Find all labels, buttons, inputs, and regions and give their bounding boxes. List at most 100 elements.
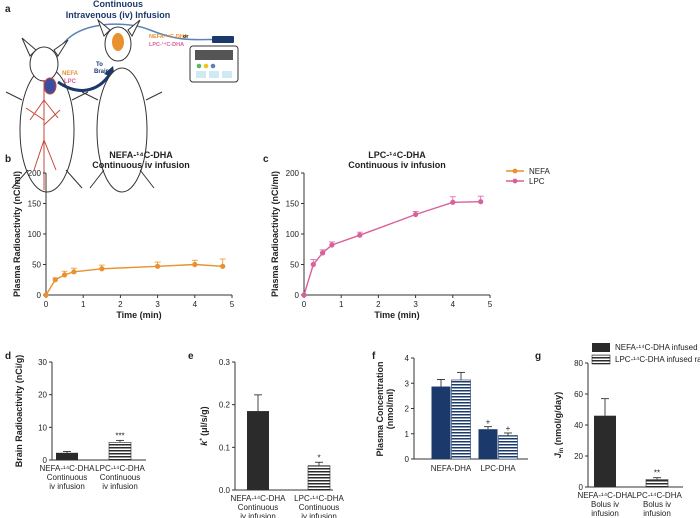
panel-d-category-label: Continuous bbox=[100, 473, 140, 482]
panel-c-x-tick-label: 2 bbox=[376, 300, 381, 309]
panel-c-x-tick-label: 4 bbox=[451, 300, 456, 309]
panel-c-x-tick-label: 3 bbox=[413, 300, 418, 309]
panel-b-y-tick-label: 0 bbox=[37, 291, 42, 300]
panel-c-line-chart: c LPC-¹⁴C-DHA Continuous iv infusion 050… bbox=[263, 150, 551, 320]
panel-f-y-label-line2: (nmol/ml) bbox=[385, 389, 395, 430]
panel-g-bar-chart: g 0 20 40 60 80 Jin (nmol/g/day) ** NEFA-¹⁴C… bbox=[535, 343, 700, 518]
panel-c-x-tick-label: 1 bbox=[339, 300, 344, 309]
panel-e-y-label-sup: * bbox=[200, 438, 206, 441]
panel-b-y-tick-label: 50 bbox=[32, 261, 41, 270]
panel-b-x-tick-label: 3 bbox=[155, 300, 160, 309]
left-rat-illustration bbox=[5, 37, 89, 193]
legend-marker-lpc bbox=[512, 178, 518, 184]
panel-e-y-tick-label: 0.1 bbox=[219, 443, 231, 452]
panel-b-x-tick-label: 0 bbox=[44, 300, 49, 309]
panel-c-title-line1: LPC-¹⁴C-DHA bbox=[368, 150, 426, 160]
panel-d-y-tick-label: 10 bbox=[38, 423, 47, 432]
panel-d-category-label: iv infusion bbox=[49, 482, 85, 491]
panel-g-y-label: Jin (nmol/g/day) bbox=[553, 392, 565, 458]
infusion-pump-illustration bbox=[189, 36, 239, 83]
panel-b-x-tick-label: 5 bbox=[230, 300, 235, 309]
panel-c-legend: NEFA LPC bbox=[506, 167, 551, 186]
panel-c-y-label: Plasma Radioactivity (nCi/ml) bbox=[270, 171, 280, 297]
panel-g-y-label-rest: (nmol/g/day) bbox=[553, 392, 563, 448]
panel-c-x-tick-label: 5 bbox=[488, 300, 493, 309]
panel-b-x-tick-label: 4 bbox=[193, 300, 198, 309]
panel-c-data-point bbox=[478, 199, 484, 205]
panel-d-category-label: Continuous bbox=[47, 473, 87, 482]
legend-marker-nefa bbox=[512, 168, 518, 174]
right-rat-illustration bbox=[81, 18, 163, 193]
panel-e-bar bbox=[307, 465, 331, 491]
panel-e-y-tick-label: 0.2 bbox=[219, 401, 231, 410]
panel-b-data-point bbox=[99, 266, 105, 272]
panel-c-title-line2: Continuous iv infusion bbox=[348, 160, 446, 170]
panel-f-bar bbox=[498, 435, 518, 460]
schematic-label-nefa-tracer: NEFA-¹⁴C-DHA bbox=[149, 33, 188, 40]
panel-g-significance-marker: ** bbox=[654, 469, 660, 478]
schematic-label-to: To bbox=[96, 62, 103, 68]
panel-e-category-label: Continuous bbox=[238, 503, 278, 512]
panel-b-y-tick-label: 150 bbox=[28, 200, 42, 209]
panel-d-significance-marker: *** bbox=[115, 431, 124, 440]
panel-d-y-tick-label: 30 bbox=[38, 358, 47, 367]
schematic-title-line1: Continuous bbox=[93, 0, 143, 9]
panel-b-data-point bbox=[52, 277, 58, 283]
panel-f-bar bbox=[478, 429, 498, 459]
panel-f-y-tick-label: 2 bbox=[405, 405, 410, 414]
panel-e-significance-marker: * bbox=[317, 453, 320, 462]
panel-c-data-point bbox=[357, 232, 363, 238]
brain-icon bbox=[112, 33, 124, 51]
panel-g-y-tick-label: 40 bbox=[574, 421, 583, 430]
panel-b-data-point bbox=[71, 269, 77, 275]
legend-swatch-lpc-infused bbox=[591, 354, 611, 365]
legend-label-lpc-infused: LPC-¹⁴C-DHA infused rats bbox=[615, 355, 700, 364]
panel-c-data-point bbox=[310, 261, 316, 268]
panel-b-x-tick-label: 2 bbox=[118, 300, 123, 309]
panel-d-bar bbox=[108, 442, 132, 461]
panel-b-data-point bbox=[192, 261, 198, 268]
legend-label-lpc: LPC bbox=[529, 177, 545, 186]
schematic-label-brain: Brain bbox=[94, 69, 110, 75]
bar-legend: NEFA-¹⁴C-DHA infused rats LPC-¹⁴C-DHA in… bbox=[591, 343, 700, 365]
panel-e-bar-chart: e 0.00.10.20.3 k* (μl/s/g) * NEFA-¹⁴C-DH… bbox=[188, 351, 344, 518]
panel-d-y-label: Brain Radioactivity (nCi/g) bbox=[14, 355, 24, 468]
panel-e-y-label-main: k bbox=[199, 440, 209, 446]
panel-b-x-tick-label: 1 bbox=[81, 300, 86, 309]
panel-letter-a: a bbox=[5, 4, 11, 15]
panel-b-data-point bbox=[220, 263, 226, 269]
panel-e-category-label: Continuous bbox=[299, 503, 339, 512]
panel-c-data-point bbox=[450, 199, 456, 205]
legend-swatch-nefa-infused bbox=[592, 343, 610, 352]
panel-e-category-label: iv infusion bbox=[240, 512, 276, 518]
schematic-label-lpc: LPC bbox=[64, 79, 77, 85]
panel-c-y-tick-label: 0 bbox=[295, 291, 300, 300]
panel-c-data-point bbox=[329, 242, 335, 248]
panel-f-significance-marker: + bbox=[486, 418, 491, 427]
panel-f-y-tick-label: 3 bbox=[405, 379, 410, 388]
panel-f-y-tick-label: 4 bbox=[405, 354, 410, 363]
panel-c-series-line bbox=[303, 200, 481, 296]
panel-c-x-label: Time (min) bbox=[374, 310, 419, 320]
panel-e-y-tick-label: 0.3 bbox=[219, 358, 231, 367]
panel-e-category-label: LPC-¹⁴C-DHA bbox=[294, 494, 344, 503]
panel-f-bar bbox=[431, 386, 451, 459]
panel-g-y-tick-label: 60 bbox=[574, 390, 583, 399]
panel-c-data-point bbox=[301, 292, 307, 298]
panel-d-category-label: NEFA-¹⁴C-DHA bbox=[40, 464, 96, 473]
schematic-title-line2: Intravenous (iv) Infusion bbox=[66, 10, 171, 20]
panel-letter-b: b bbox=[5, 154, 11, 165]
panel-e-bar bbox=[247, 411, 269, 490]
panel-g-category-label: Bolus iv bbox=[643, 500, 671, 509]
legend-label-nefa: NEFA bbox=[529, 167, 551, 176]
panel-e-y-tick-label: 0.0 bbox=[219, 486, 231, 495]
panel-letter-c: c bbox=[263, 154, 269, 165]
panel-c-data-point bbox=[320, 250, 326, 256]
panel-b-title-line2: Continuous iv infusion bbox=[92, 160, 190, 170]
panel-g-y-tick-label: 0 bbox=[579, 483, 584, 492]
schematic-label-nefa: NEFA bbox=[62, 71, 79, 77]
panel-g-category-label: infusion bbox=[591, 509, 619, 518]
panel-f-y-tick-label: 0 bbox=[405, 455, 410, 464]
panel-g-category-label: infusion bbox=[643, 509, 671, 518]
